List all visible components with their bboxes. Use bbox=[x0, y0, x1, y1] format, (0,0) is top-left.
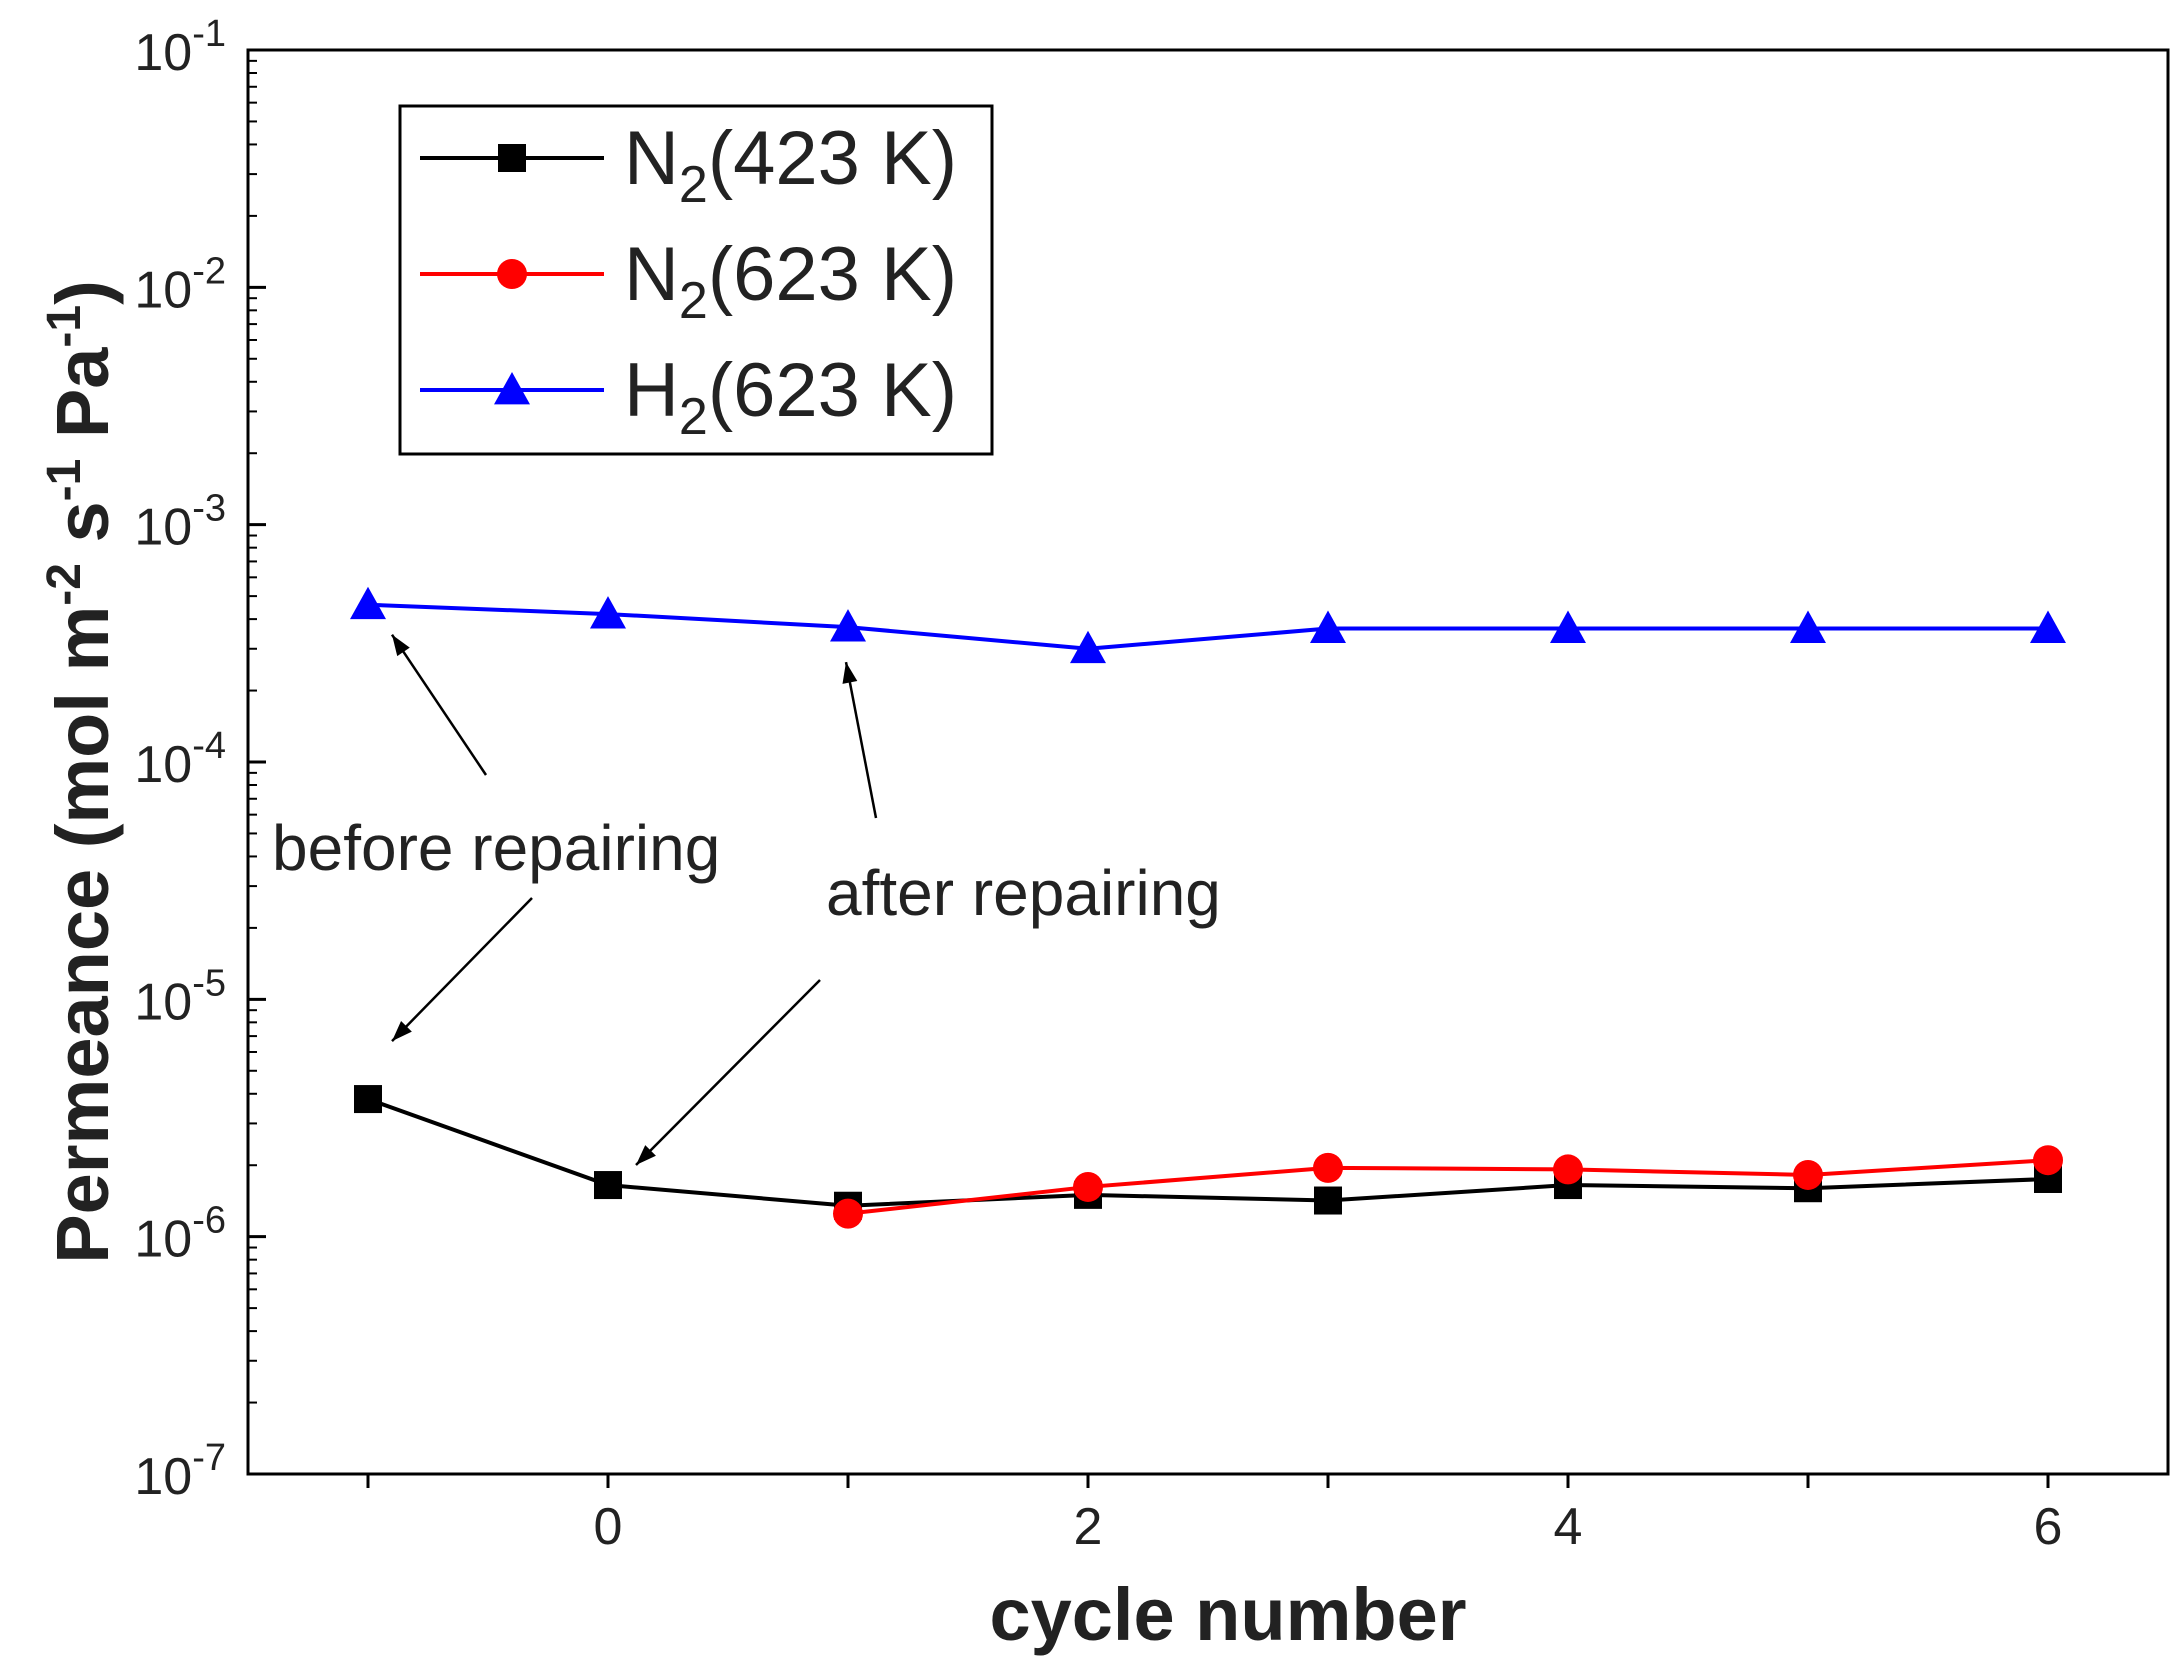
data-point bbox=[594, 1171, 622, 1200]
x-tick-label: 2 bbox=[1074, 1498, 1103, 1556]
data-point bbox=[833, 1198, 863, 1229]
data-point bbox=[590, 596, 626, 629]
y-tick-label: 10-1 bbox=[134, 13, 226, 82]
annotation-layer: before repairing after repairing bbox=[272, 634, 1221, 1166]
data-point bbox=[354, 1085, 382, 1114]
series-2 bbox=[350, 586, 2066, 664]
legend-label: N2(423 K) bbox=[624, 116, 957, 214]
data-point bbox=[1310, 610, 1346, 643]
y-axis-title-prefix: Permeance (mol m bbox=[41, 606, 124, 1264]
series-line bbox=[367, 602, 2048, 651]
annotation-arrow bbox=[635, 979, 821, 1166]
y-axis-title-mid2: Pa bbox=[41, 347, 124, 459]
data-point bbox=[350, 586, 386, 620]
y-axis-title-exp2: -1 bbox=[38, 459, 91, 502]
y-axis-title-suffix: ) bbox=[41, 280, 124, 305]
series-layer bbox=[350, 586, 2066, 1229]
data-point bbox=[1553, 1154, 1583, 1185]
y-tick-label: 10-2 bbox=[134, 250, 226, 319]
legend-marker bbox=[494, 372, 530, 405]
y-axis-ticks: 10-7 10-6 10-5 10-4 10-3 10-2 10-1 bbox=[134, 13, 266, 1506]
y-axis-title-exp3: -1 bbox=[38, 305, 91, 348]
annotation-arrowhead bbox=[636, 1145, 656, 1166]
x-axis-title: cycle number bbox=[989, 1573, 1466, 1656]
data-point bbox=[1073, 1171, 1103, 1202]
y-tick-label: 10-7 bbox=[134, 1437, 226, 1506]
legend-marker bbox=[498, 144, 526, 172]
annotation-arrowhead bbox=[392, 1021, 412, 1042]
data-point bbox=[2030, 610, 2066, 643]
y-tick-label: 10-6 bbox=[134, 1200, 226, 1269]
x-tick-label: 0 bbox=[594, 1498, 623, 1556]
y-axis-title-mid1: s bbox=[41, 501, 124, 563]
y-tick-label: 10-5 bbox=[134, 962, 226, 1031]
data-point bbox=[1313, 1152, 1343, 1183]
legend-marker bbox=[497, 259, 527, 289]
series-line bbox=[367, 1097, 2049, 1208]
legend: N2(423 K) N2(623 K) H2(623 K) bbox=[398, 104, 994, 456]
legend-label: H2(623 K) bbox=[624, 348, 957, 446]
data-point bbox=[1550, 610, 1586, 643]
y-axis-title-exp1: -2 bbox=[38, 563, 91, 606]
annotation-arrowhead bbox=[392, 634, 410, 657]
y-tick-label: 10-3 bbox=[134, 488, 226, 557]
series-1 bbox=[833, 1145, 2063, 1229]
series-line bbox=[847, 1158, 2049, 1216]
data-point bbox=[1793, 1159, 1823, 1190]
x-tick-label: 4 bbox=[1554, 1498, 1583, 1556]
data-point bbox=[1790, 610, 1826, 643]
data-point bbox=[830, 609, 866, 642]
x-tick-label: 6 bbox=[2034, 1498, 2063, 1556]
annotation-arrow bbox=[844, 661, 878, 819]
data-point bbox=[1314, 1186, 1342, 1215]
data-point bbox=[2033, 1145, 2063, 1176]
y-axis-title: Permeance (mol m-2 s-1 Pa-1) bbox=[38, 280, 124, 1264]
legend-label: N2(623 K) bbox=[624, 232, 957, 330]
annotation-arrow bbox=[391, 897, 533, 1042]
annotation-arrowhead bbox=[842, 662, 858, 684]
y-tick-label: 10-4 bbox=[134, 725, 226, 794]
annotation-arrow bbox=[390, 634, 488, 776]
annotation-before-repairing: before repairing bbox=[272, 812, 720, 884]
series-0 bbox=[354, 1085, 2062, 1220]
x-axis-ticks: 0 2 4 6 bbox=[366, 1474, 2063, 1556]
annotation-after-repairing: after repairing bbox=[826, 857, 1221, 929]
data-point bbox=[1070, 630, 1106, 664]
